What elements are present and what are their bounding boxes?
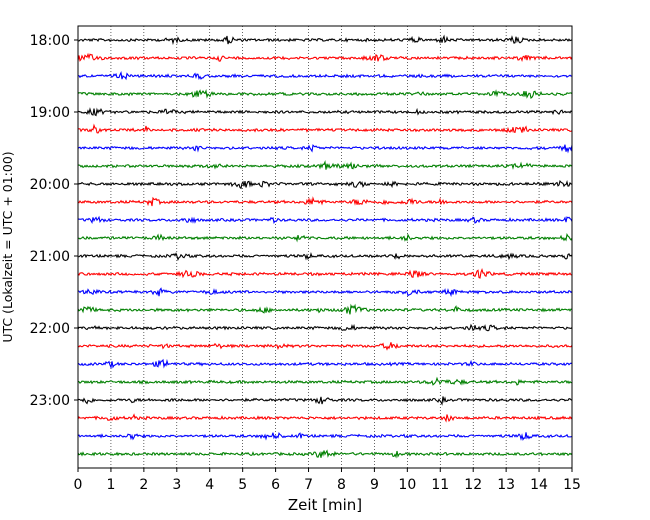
x-tick-label: 1 xyxy=(106,477,115,493)
trace-2115 xyxy=(77,267,573,279)
trace-2200 xyxy=(77,323,573,332)
trace-2330 xyxy=(77,432,573,441)
y-tick-label: 23:00 xyxy=(30,393,70,409)
y-axis-ticks: 18:00 19:00 20:00 21:00 22:00 23:00 xyxy=(30,33,78,409)
trace-2145 xyxy=(77,303,573,315)
trace-2230 xyxy=(77,358,573,370)
trace-2045 xyxy=(77,232,573,243)
y-tick-label: 21:00 xyxy=(30,249,70,265)
x-tick-label: 5 xyxy=(238,477,247,493)
plot-frame xyxy=(77,25,573,469)
trace-2215 xyxy=(77,342,573,351)
x-tick-label: 3 xyxy=(172,477,181,493)
x-tick-label: 0 xyxy=(74,477,83,493)
x-tick-label: 11 xyxy=(431,477,449,493)
seismic-traces xyxy=(77,34,573,459)
x-tick-label: 15 xyxy=(563,477,581,493)
x-tick-label: 6 xyxy=(271,477,280,493)
y-tick-label: 22:00 xyxy=(30,321,70,337)
x-tick-label: 4 xyxy=(205,477,214,493)
x-tick-label: 9 xyxy=(370,477,379,493)
trace-1830 xyxy=(77,71,573,81)
y-tick-label: 19:00 xyxy=(30,105,70,121)
trace-1945 xyxy=(77,159,573,170)
trace-2300 xyxy=(77,396,573,406)
trace-1815 xyxy=(77,52,573,63)
trace-1930 xyxy=(77,144,573,154)
trace-2015 xyxy=(77,196,573,207)
trace-2030 xyxy=(77,215,573,225)
trace-2315 xyxy=(77,413,573,423)
trace-2245 xyxy=(77,376,573,386)
trace-2130 xyxy=(77,287,573,298)
trace-2000 xyxy=(77,180,573,190)
x-tick-label: 2 xyxy=(139,477,148,493)
x-tick-label: 10 xyxy=(398,477,416,493)
trace-1915 xyxy=(77,123,573,134)
x-axis-title: Zeit [min] xyxy=(288,496,362,514)
x-tick-label: 12 xyxy=(464,477,482,493)
x-tick-label: 14 xyxy=(530,477,548,493)
x-tick-label: 13 xyxy=(497,477,515,493)
y-axis-title: UTC (Lokalzeit = UTC + 01:00) xyxy=(0,151,15,342)
x-tick-label: 8 xyxy=(337,477,346,493)
x-tick-label: 7 xyxy=(304,477,313,493)
y-tick-label: 18:00 xyxy=(30,33,70,49)
trace-1800 xyxy=(77,34,573,46)
trace-2100 xyxy=(78,251,573,262)
trace-2345 xyxy=(77,449,573,459)
y-tick-label: 20:00 xyxy=(30,177,70,193)
x-axis-ticks: 0 1 2 3 4 5 6 7 8 9 10 11 12 13 14 15 xyxy=(74,468,581,493)
plot-area xyxy=(78,26,572,468)
trace-1845 xyxy=(77,88,573,99)
trace-1900 xyxy=(78,107,573,117)
